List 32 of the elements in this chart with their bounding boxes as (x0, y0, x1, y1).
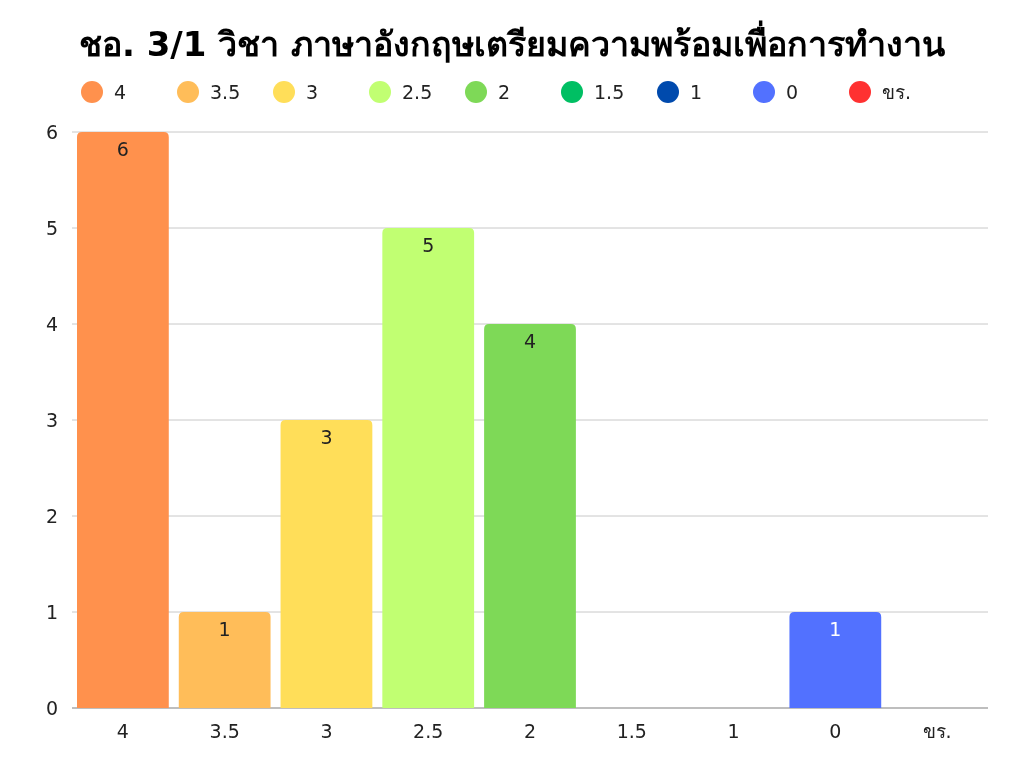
legend-label: 0 (786, 81, 799, 103)
y-tick-label: 1 (45, 601, 59, 623)
legend-label: ขร. (882, 81, 912, 103)
x-tick-label: 1 (727, 720, 740, 742)
data-label: 1 (829, 618, 842, 640)
legend-label: 4 (114, 81, 127, 103)
legend-label: 3.5 (210, 81, 241, 103)
data-label: 1 (218, 618, 231, 640)
x-tick-label: 3 (320, 720, 333, 742)
y-tick-label: 6 (45, 121, 59, 143)
legend-label: 2 (498, 81, 511, 103)
y-tick-label: 5 (45, 217, 59, 239)
legend-label: 1.5 (594, 81, 625, 103)
y-tick-label: 4 (45, 313, 59, 335)
data-label: 4 (523, 330, 537, 352)
data-label: 5 (422, 234, 435, 256)
y-tick-label: 3 (45, 409, 59, 431)
legend-label: 3 (306, 81, 319, 103)
x-tick-label: 0 (829, 720, 842, 742)
y-tick-label: 2 (45, 505, 59, 527)
chart-title: ชอ. 3/1 วิชา ภาษาอังกฤษเตรียมความพร้อมเพื่อการทำงาน (78, 20, 946, 64)
y-tick-label: 0 (45, 697, 59, 719)
data-label: 3 (320, 426, 333, 448)
x-tick-label: ขร. (922, 720, 952, 742)
data-label: 6 (116, 138, 129, 160)
legend-label: 1 (690, 81, 703, 103)
x-tick-label: 1.5 (616, 720, 647, 742)
x-tick-label: 2.5 (413, 720, 444, 742)
x-tick-label: 3.5 (209, 720, 240, 742)
x-tick-label: 2 (523, 720, 537, 742)
legend-label: 2.5 (402, 81, 433, 103)
x-tick-label: 4 (116, 720, 129, 742)
